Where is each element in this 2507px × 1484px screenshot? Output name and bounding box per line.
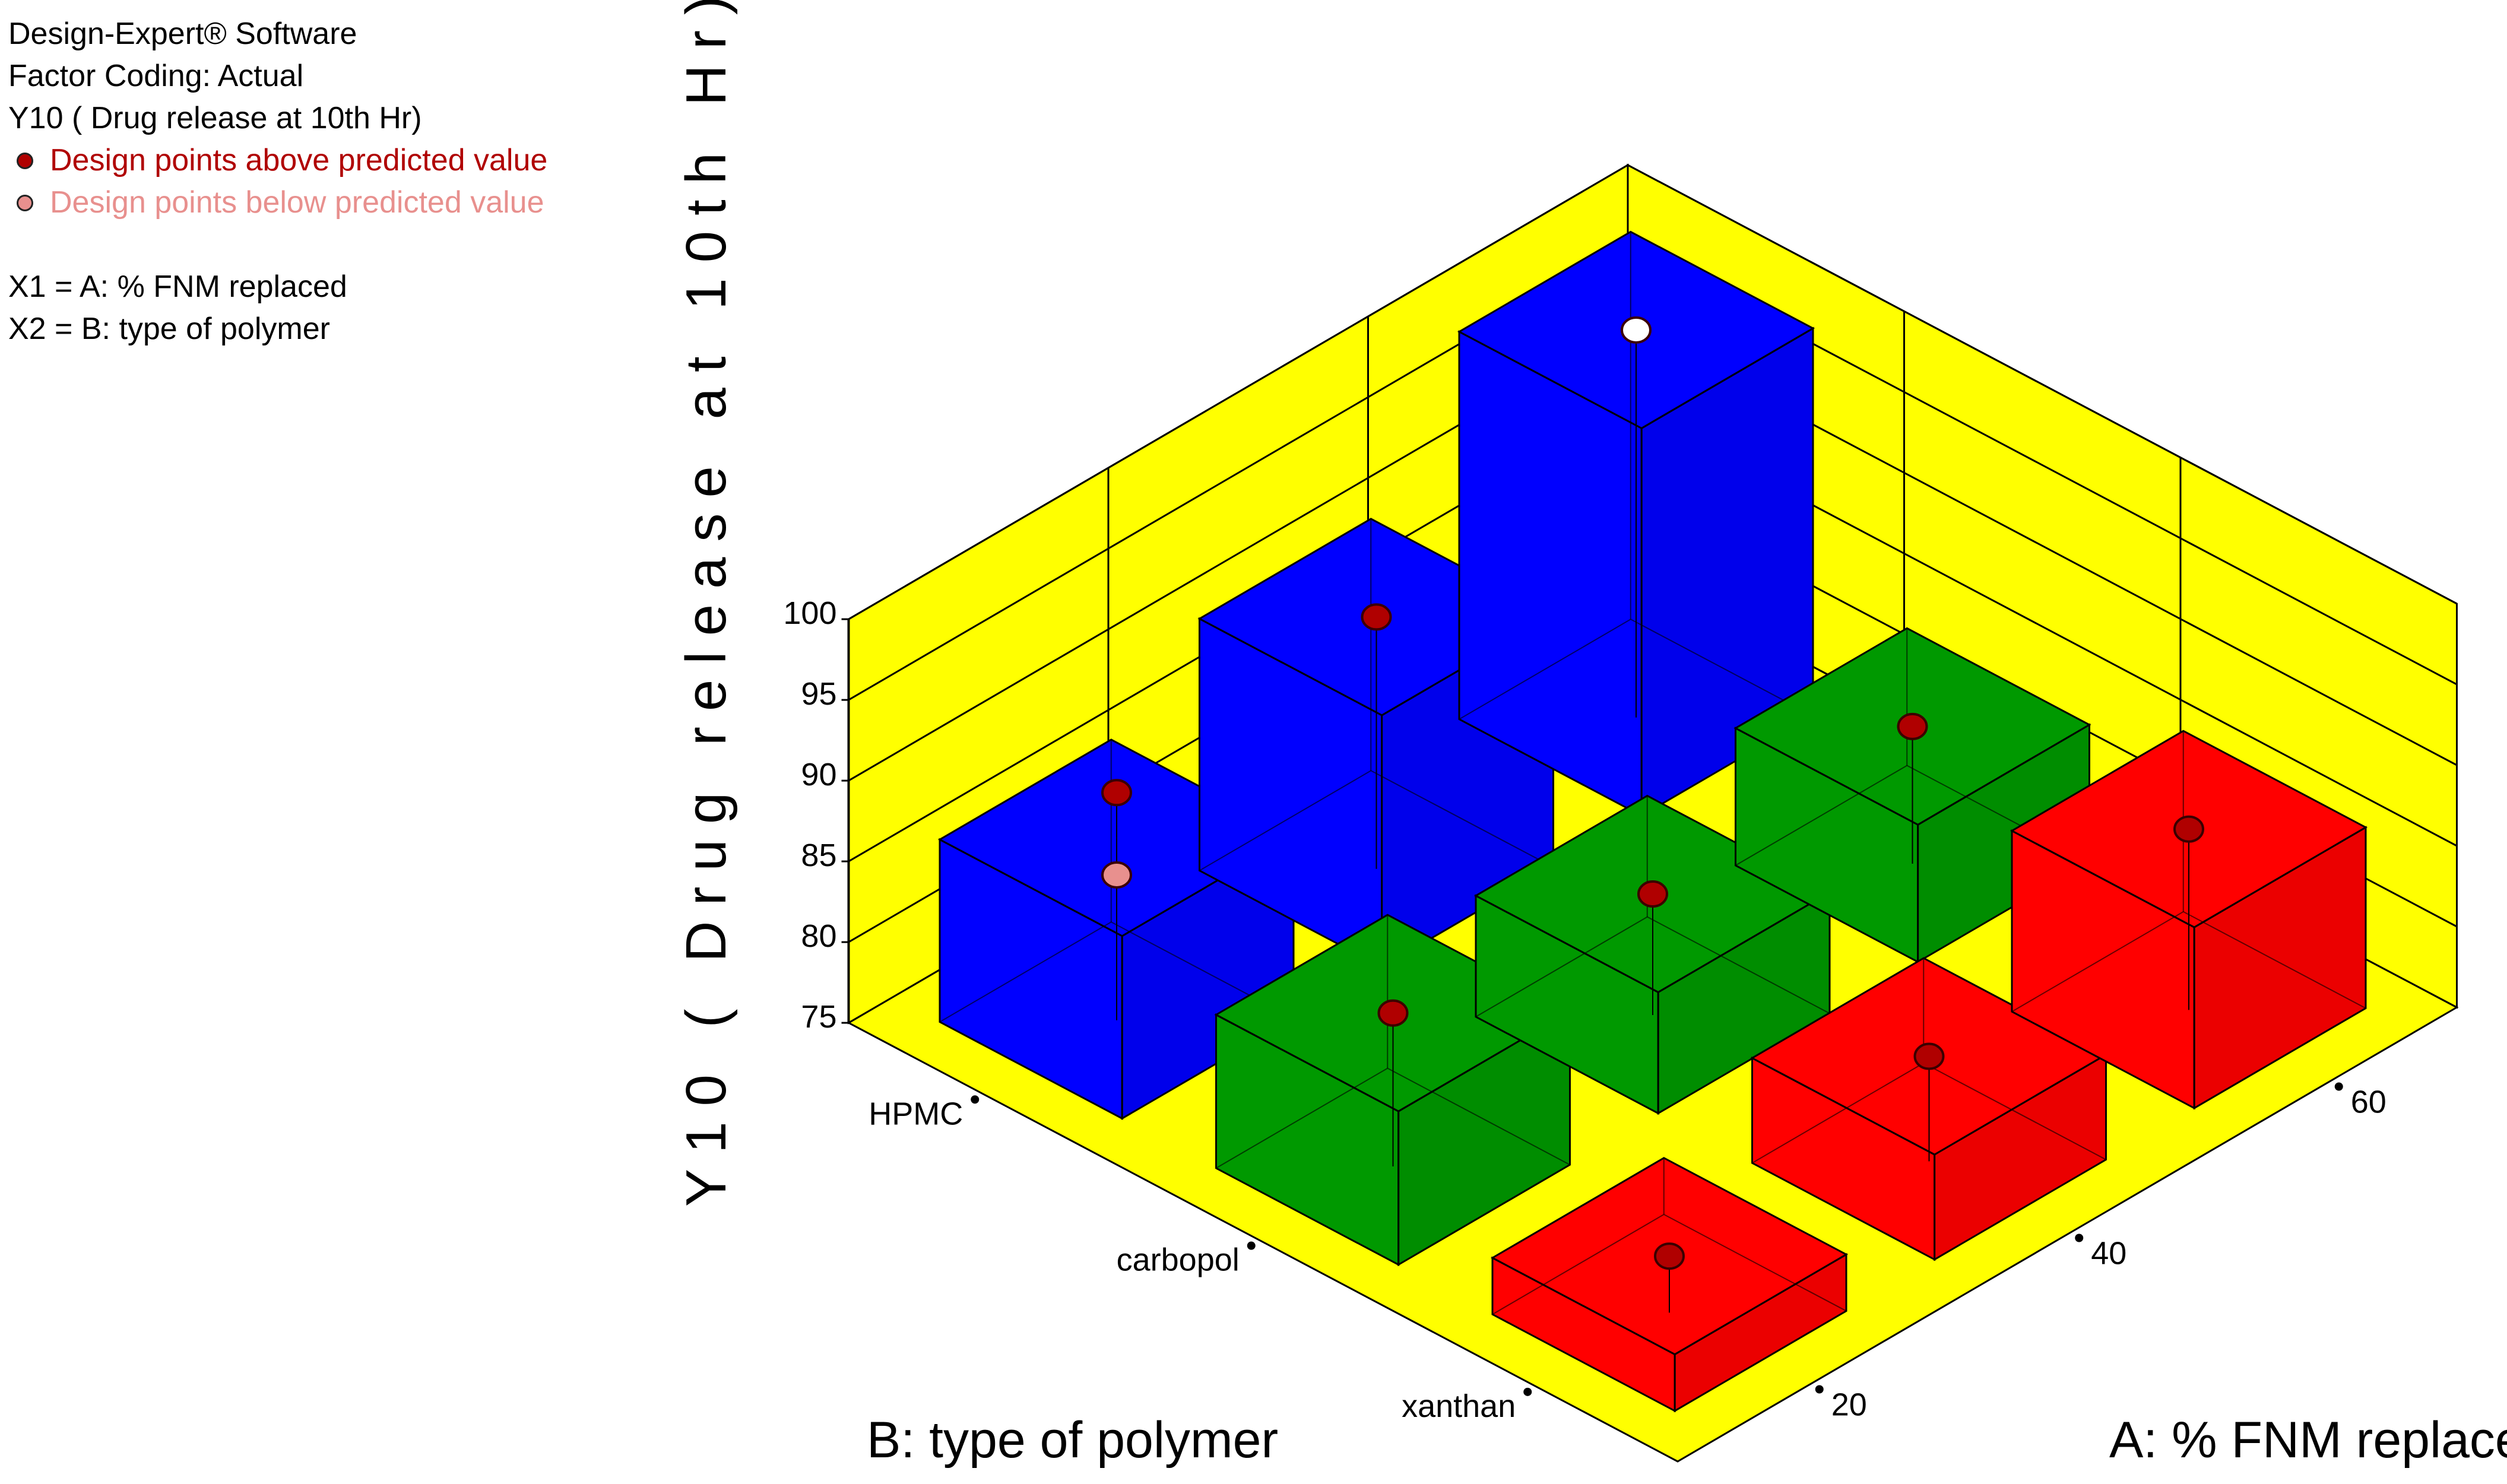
design-point-below [1621,316,1652,344]
x1-definition: X1 = A: % FNM replaced [8,269,347,304]
bar-base-edge [1215,1067,1570,1169]
factor-coding: Factor Coding: Actual [8,59,304,93]
y-tick-mark [971,1095,980,1104]
x-tick-mark [2334,1082,2343,1091]
bar-base-edge [1459,619,1814,720]
z-axis-title: Y10 ( Drug release at 10th Hr) [674,0,738,1207]
x-tick-label: 20 [1831,1387,1867,1423]
above-dot-icon [17,152,33,169]
design-point-above [1101,779,1132,807]
x2-definition: X2 = B: type of polymer [8,312,330,346]
below-label: Design points below predicted value [50,185,544,220]
z-tick-label: 85 [801,838,836,873]
x-tick-mark [2075,1234,2084,1242]
design-point-above [1361,603,1392,631]
bar-HPMC-20 [937,738,1296,1120]
design-point-above [1897,712,1928,740]
bars [937,230,2368,1413]
z-tick-label: 80 [801,918,836,954]
x-tick-mark [1815,1385,1824,1394]
x-axis-title: A: % FNM replaced [2109,1412,2507,1469]
y-tick-mark [1523,1387,1532,1396]
x-tick-label: 60 [2351,1085,2386,1120]
y-tick-label: carbopol [1117,1242,1240,1278]
y-tick-label: xanthan [1402,1388,1516,1424]
bar-base-edge [939,921,1294,1023]
below-dot-icon [17,194,33,211]
y-tick-label: HPMC [869,1096,963,1131]
response-name: Y10 ( Drug release at 10th Hr) [8,101,422,135]
bar-base-edge [1475,916,1830,1017]
design-point-above [1654,1242,1685,1270]
z-tick-label: 75 [801,999,836,1035]
design-point-above [1913,1042,1945,1070]
x-tick-label: 40 [2091,1236,2126,1271]
bar-base-edge [1199,770,1554,871]
legend-below-entry: Design points below predicted value [8,182,547,224]
design-point-above [1377,999,1409,1027]
y-tick-mark [1247,1241,1256,1250]
above-label: Design points above predicted value [50,143,548,177]
design-point-below [1101,861,1132,889]
z-tick-label: 100 [783,595,836,631]
y-axis-title: B: type of polymer [867,1412,1278,1469]
bar-base-edge [2011,911,2366,1013]
legend-above-entry: Design points above predicted value [8,139,547,182]
design-point-above [1637,880,1668,908]
bar-base-edge [1492,1213,1847,1315]
design-point-above [2173,815,2204,843]
legend: Design-Expert® Software Factor Coding: A… [8,13,547,350]
z-tick-label: 90 [801,757,836,792]
tick-labels: 75 80 85 90 95 100 HPMC carbopol xanthan 20 40 60 [783,595,2386,1424]
software-title: Design-Expert® Software [8,17,357,51]
z-tick-label: 95 [801,676,836,712]
